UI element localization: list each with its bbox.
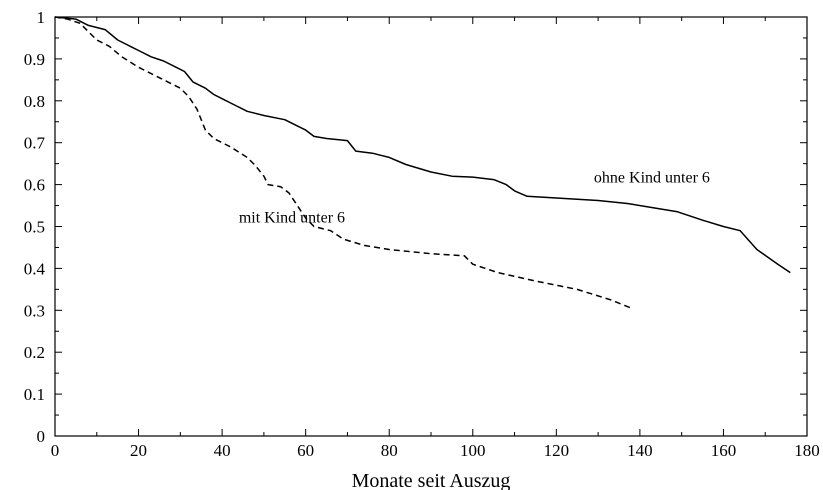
series-line-ohne-kind-unter-6	[54, 16, 791, 274]
y-tick-label: 0.7	[24, 134, 46, 153]
x-tick-label: 40	[214, 441, 231, 460]
y-tick-label: 0.9	[24, 50, 45, 69]
y-tick-label: 0.2	[24, 343, 45, 362]
plot-frame-layer	[54, 16, 808, 437]
x-tick-label: 60	[297, 441, 314, 460]
y-tick-label: 0.5	[24, 218, 45, 237]
y-tick-label: 0	[37, 427, 46, 446]
plot-frame	[54, 16, 808, 437]
y-tick-label: 0.3	[24, 301, 45, 320]
series-layer	[54, 16, 791, 309]
x-tick-label: 160	[711, 441, 737, 460]
series-label-mit-kind-unter-6: mit Kind unter 6	[239, 209, 345, 226]
axis-ticks-layer: 0 20 40 60 80 100 120 140 160 180 0 0.1 0.2 0.3 0.4 0.5…	[24, 8, 820, 460]
x-axis-title: Monate seit Auszug	[352, 470, 511, 490]
x-tick-label: 140	[627, 441, 653, 460]
x-tick-label: 20	[130, 441, 147, 460]
series-labels-layer: ohne Kind unter 6 mit Kind unter 6	[239, 170, 710, 227]
y-tick-label: 0.8	[24, 92, 45, 111]
y-tick-label: 0.4	[24, 259, 46, 278]
x-tick-label: 0	[51, 441, 60, 460]
x-tick-label: 80	[381, 441, 398, 460]
series-label-ohne-kind-unter-6: ohne Kind unter 6	[594, 170, 710, 187]
x-tick-label: 180	[794, 441, 820, 460]
y-tick-label: 1	[37, 8, 46, 27]
x-tick-label: 120	[544, 441, 570, 460]
series-line-mit-kind-unter-6	[54, 16, 632, 309]
y-tick-label: 0.1	[24, 385, 45, 404]
x-tick-label: 100	[460, 441, 486, 460]
y-tick-label: 0.6	[24, 176, 45, 195]
